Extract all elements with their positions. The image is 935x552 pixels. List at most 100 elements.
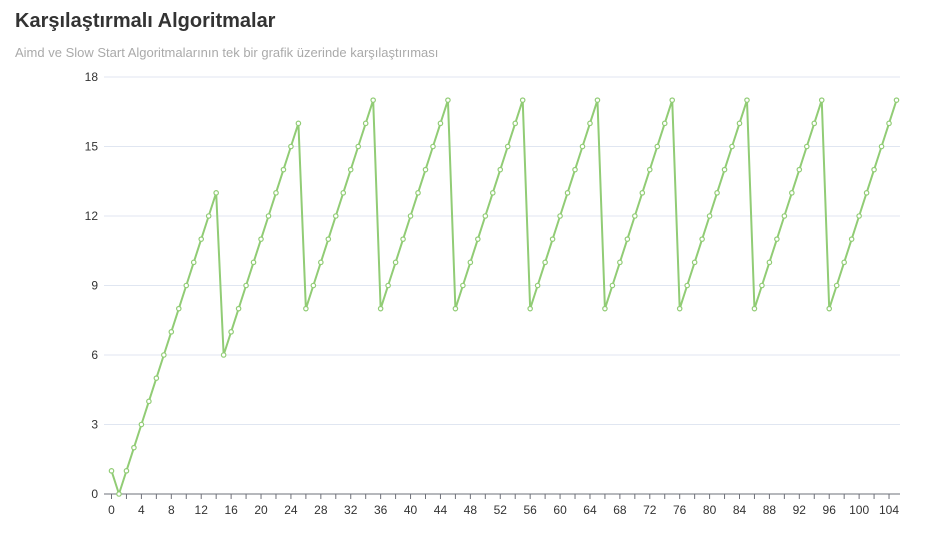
data-point[interactable] [347, 166, 354, 173]
data-point[interactable] [280, 166, 287, 173]
data-point[interactable] [235, 305, 242, 312]
data-point[interactable] [602, 305, 608, 312]
data-point[interactable] [706, 213, 713, 219]
data-point[interactable] [265, 213, 272, 219]
data-point[interactable] [871, 166, 877, 173]
data-point[interactable] [878, 143, 885, 150]
data-point[interactable] [534, 282, 541, 289]
data-point[interactable] [190, 259, 197, 266]
data-point[interactable] [400, 236, 406, 242]
data-point[interactable] [250, 259, 257, 266]
data-point[interactable] [445, 97, 451, 103]
data-point[interactable] [654, 143, 661, 150]
data-point[interactable] [646, 166, 653, 173]
data-point[interactable] [310, 282, 317, 289]
data-point[interactable] [766, 259, 773, 266]
data-point[interactable] [661, 120, 668, 127]
data-point[interactable] [579, 143, 586, 150]
data-point[interactable] [318, 259, 324, 266]
data-point[interactable] [632, 213, 638, 219]
data-point[interactable] [273, 190, 279, 196]
data-point[interactable] [796, 166, 803, 173]
data-point[interactable] [594, 97, 601, 103]
data-point[interactable] [504, 143, 511, 150]
data-point[interactable] [736, 120, 743, 127]
data-point[interactable] [460, 282, 466, 289]
data-point[interactable] [370, 97, 376, 103]
data-point[interactable] [781, 213, 788, 219]
data-point[interactable] [288, 143, 294, 150]
data-point[interactable] [489, 190, 496, 196]
data-point[interactable] [108, 468, 115, 474]
data-point[interactable] [452, 305, 459, 312]
data-point[interactable] [467, 259, 474, 266]
data-point[interactable] [818, 97, 825, 103]
data-point[interactable] [175, 305, 182, 312]
data-point[interactable] [841, 259, 847, 266]
data-point[interactable] [325, 236, 332, 242]
data-point[interactable] [759, 282, 765, 289]
data-point[interactable] [213, 190, 219, 196]
data-point[interactable] [116, 491, 122, 497]
data-point[interactable] [729, 143, 735, 150]
data-point[interactable] [303, 305, 309, 312]
data-point[interactable] [198, 236, 205, 242]
data-point[interactable] [131, 444, 137, 451]
data-point[interactable] [624, 236, 631, 242]
data-point[interactable] [669, 97, 676, 103]
data-point[interactable] [684, 282, 690, 289]
data-point[interactable] [258, 236, 264, 242]
data-point[interactable] [392, 259, 399, 266]
data-point[interactable] [803, 143, 810, 150]
data-point[interactable] [205, 213, 212, 219]
data-point[interactable] [497, 166, 504, 173]
data-point[interactable] [549, 236, 556, 242]
data-point[interactable] [826, 305, 833, 312]
data-point[interactable] [751, 305, 758, 312]
data-point[interactable] [422, 166, 429, 173]
data-point[interactable] [587, 120, 593, 127]
data-point[interactable] [833, 282, 840, 289]
data-point[interactable] [295, 120, 302, 127]
data-point[interactable] [146, 398, 152, 405]
data-point[interactable] [138, 421, 145, 428]
data-point[interactable] [512, 120, 519, 127]
data-point[interactable] [153, 375, 160, 381]
data-point[interactable] [639, 190, 646, 196]
data-point[interactable] [332, 213, 339, 219]
data-point[interactable] [377, 305, 384, 312]
data-point[interactable] [243, 282, 249, 289]
data-point[interactable] [572, 166, 578, 173]
data-point[interactable] [721, 166, 728, 173]
data-point[interactable] [220, 352, 227, 358]
data-point[interactable] [676, 305, 683, 312]
data-point[interactable] [886, 120, 892, 127]
data-point[interactable] [789, 190, 795, 196]
data-point[interactable] [564, 190, 571, 196]
data-point[interactable] [893, 97, 900, 103]
data-point[interactable] [691, 259, 698, 266]
data-point[interactable] [527, 305, 533, 312]
data-point[interactable] [475, 236, 481, 242]
data-point[interactable] [362, 120, 369, 127]
data-point[interactable] [744, 97, 750, 103]
data-point[interactable] [557, 213, 563, 219]
data-point[interactable] [482, 213, 489, 219]
data-point[interactable] [609, 282, 616, 289]
data-point[interactable] [774, 236, 780, 242]
data-point[interactable] [863, 190, 870, 196]
data-point[interactable] [355, 143, 362, 150]
data-point[interactable] [519, 97, 526, 103]
data-point[interactable] [385, 282, 391, 289]
data-point[interactable] [437, 120, 444, 127]
data-point[interactable] [714, 190, 720, 196]
data-point[interactable] [161, 352, 167, 358]
data-point[interactable] [415, 190, 421, 196]
data-point[interactable] [542, 259, 548, 266]
data-point[interactable] [407, 213, 414, 219]
data-point[interactable] [856, 213, 862, 219]
data-point[interactable] [699, 236, 705, 242]
data-point[interactable] [123, 468, 130, 474]
data-point[interactable] [811, 120, 818, 127]
data-point[interactable] [340, 190, 347, 196]
